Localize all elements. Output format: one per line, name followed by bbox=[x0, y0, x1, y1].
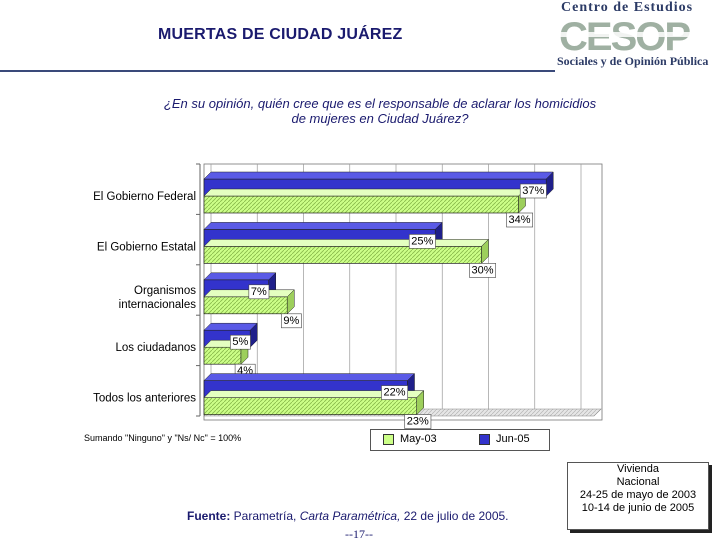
data-label-jun-05-organismos-internacionales: 7% bbox=[251, 286, 267, 298]
category-label-el-gobierno-estatal: El Gobierno Estatal bbox=[97, 241, 196, 253]
cesop-logo: Centro de Estudios CESOP Sociales y de O… bbox=[553, 0, 720, 72]
data-label-may-03-el-gobierno-federal: 34% bbox=[508, 214, 530, 226]
category-label-los-ciudadanos: Los ciudadanos bbox=[115, 342, 196, 354]
legend-swatch-may-03 bbox=[383, 433, 394, 445]
info-line-3: 24-25 de mayo de 2003 bbox=[579, 489, 697, 501]
bar-jun-05-los-ciudadanos-top bbox=[203, 322, 258, 331]
info-line-2: Nacional bbox=[616, 476, 660, 488]
bar-jun-05-el-gobierno-estatal-top bbox=[203, 222, 443, 230]
data-label-may-03-el-gobierno-estatal: 30% bbox=[471, 264, 493, 276]
page-number: --17-- bbox=[345, 527, 373, 541]
data-label-box bbox=[404, 414, 432, 429]
logo-csop-mark: CESOP bbox=[557, 16, 715, 54]
chart-question: ¿En su opinión, quién cree que es el res… bbox=[100, 96, 660, 126]
data-label-box bbox=[381, 385, 409, 400]
bar-chart: 37% 34% El Gobierno Federal 25% 30% El Gobier… bbox=[93, 160, 603, 429]
chart-note: Sumando "Ninguno" y "Ns/ Nc" = 100% bbox=[84, 433, 242, 443]
bar-may-03-todos-los-anteriores-side bbox=[416, 389, 424, 416]
data-label-may-03-todos-los-anteriores: 23% bbox=[407, 416, 429, 428]
bar-may-03-organismos-internacionales-side bbox=[287, 289, 295, 315]
legend-item-may-03: May-03 bbox=[383, 433, 437, 445]
source-text-pre: Parametría, bbox=[230, 509, 300, 523]
category-label-todos-los-anteriores: Todos los anteriores bbox=[93, 393, 196, 405]
bar-may-03-organismos-internacionales bbox=[203, 296, 288, 315]
data-label-box bbox=[230, 334, 251, 350]
data-label-box bbox=[469, 263, 497, 278]
legend-label-may-03: May-03 bbox=[400, 433, 437, 445]
header-divider bbox=[0, 70, 555, 72]
data-label-box bbox=[519, 183, 547, 199]
page-title: MUERTAS DE CIUDAD JUÁREZ bbox=[158, 26, 403, 43]
data-label-jun-05-el-gobierno-federal: 37% bbox=[522, 185, 544, 197]
legend-label-jun-05: Jun-05 bbox=[496, 433, 530, 445]
data-label-box bbox=[408, 234, 436, 249]
source-text-post: 22 de julio de 2005. bbox=[400, 509, 509, 523]
bar-may-03-el-gobierno-estatal bbox=[203, 246, 482, 264]
bar-jun-05-todos-los-anteriores-top bbox=[203, 373, 416, 381]
question-line-1: ¿En su opinión, quién cree que es el res… bbox=[163, 96, 597, 111]
info-line-1: Vivienda bbox=[617, 463, 659, 475]
data-label-jun-05-el-gobierno-estatal: 25% bbox=[411, 235, 433, 247]
bar-may-03-el-gobierno-federal bbox=[203, 195, 519, 214]
bar-may-03-el-gobierno-estatal-side bbox=[481, 238, 489, 265]
survey-info-box: Vivienda Nacional 24-25 de mayo de 2003 … bbox=[567, 462, 709, 530]
data-label-box bbox=[248, 284, 270, 300]
info-line-4: 10-14 de junio de 2005 bbox=[581, 502, 695, 514]
data-label-may-03-organismos-internacionales: 9% bbox=[283, 315, 299, 327]
data-label-jun-05-todos-los-anteriores: 22% bbox=[383, 387, 405, 399]
bar-may-03-todos-los-anteriores bbox=[203, 397, 418, 415]
legend-swatch-jun-05 bbox=[479, 433, 490, 445]
logo-line-1: Centro de Estudios bbox=[561, 0, 694, 15]
question-line-2: de mujeres en Ciudad Juárez? bbox=[291, 111, 469, 126]
bar-jun-05-el-gobierno-federal-top bbox=[203, 171, 554, 180]
data-label-jun-05-los-ciudadanos: 5% bbox=[232, 336, 248, 348]
bar-may-03-el-gobierno-estatal-top bbox=[203, 239, 490, 247]
category-label-organismos-internacionales: internacionales bbox=[119, 299, 197, 311]
bar-jun-05-organismos-internacionales-top bbox=[203, 272, 277, 281]
data-label-box bbox=[281, 313, 302, 329]
source-publication: Carta Paramétrica, bbox=[299, 509, 401, 523]
bar-may-03-el-gobierno-federal-top bbox=[203, 188, 527, 197]
logo-line-3: Sociales y de Opinión Pública bbox=[557, 54, 709, 68]
source-citation: Fuente: Parametría, Carta Paramétrica, 2… bbox=[187, 509, 509, 523]
category-label-organismos-internacionales: Organismos bbox=[134, 285, 196, 297]
bar-may-03-los-ciudadanos bbox=[203, 346, 242, 365]
chart-legend: May-03 Jun-05 bbox=[370, 429, 550, 451]
category-label-el-gobierno-federal: El Gobierno Federal bbox=[93, 191, 196, 203]
data-label-box bbox=[506, 212, 534, 228]
source-label: Fuente: bbox=[187, 509, 231, 523]
legend-item-jun-05: Jun-05 bbox=[479, 433, 530, 445]
